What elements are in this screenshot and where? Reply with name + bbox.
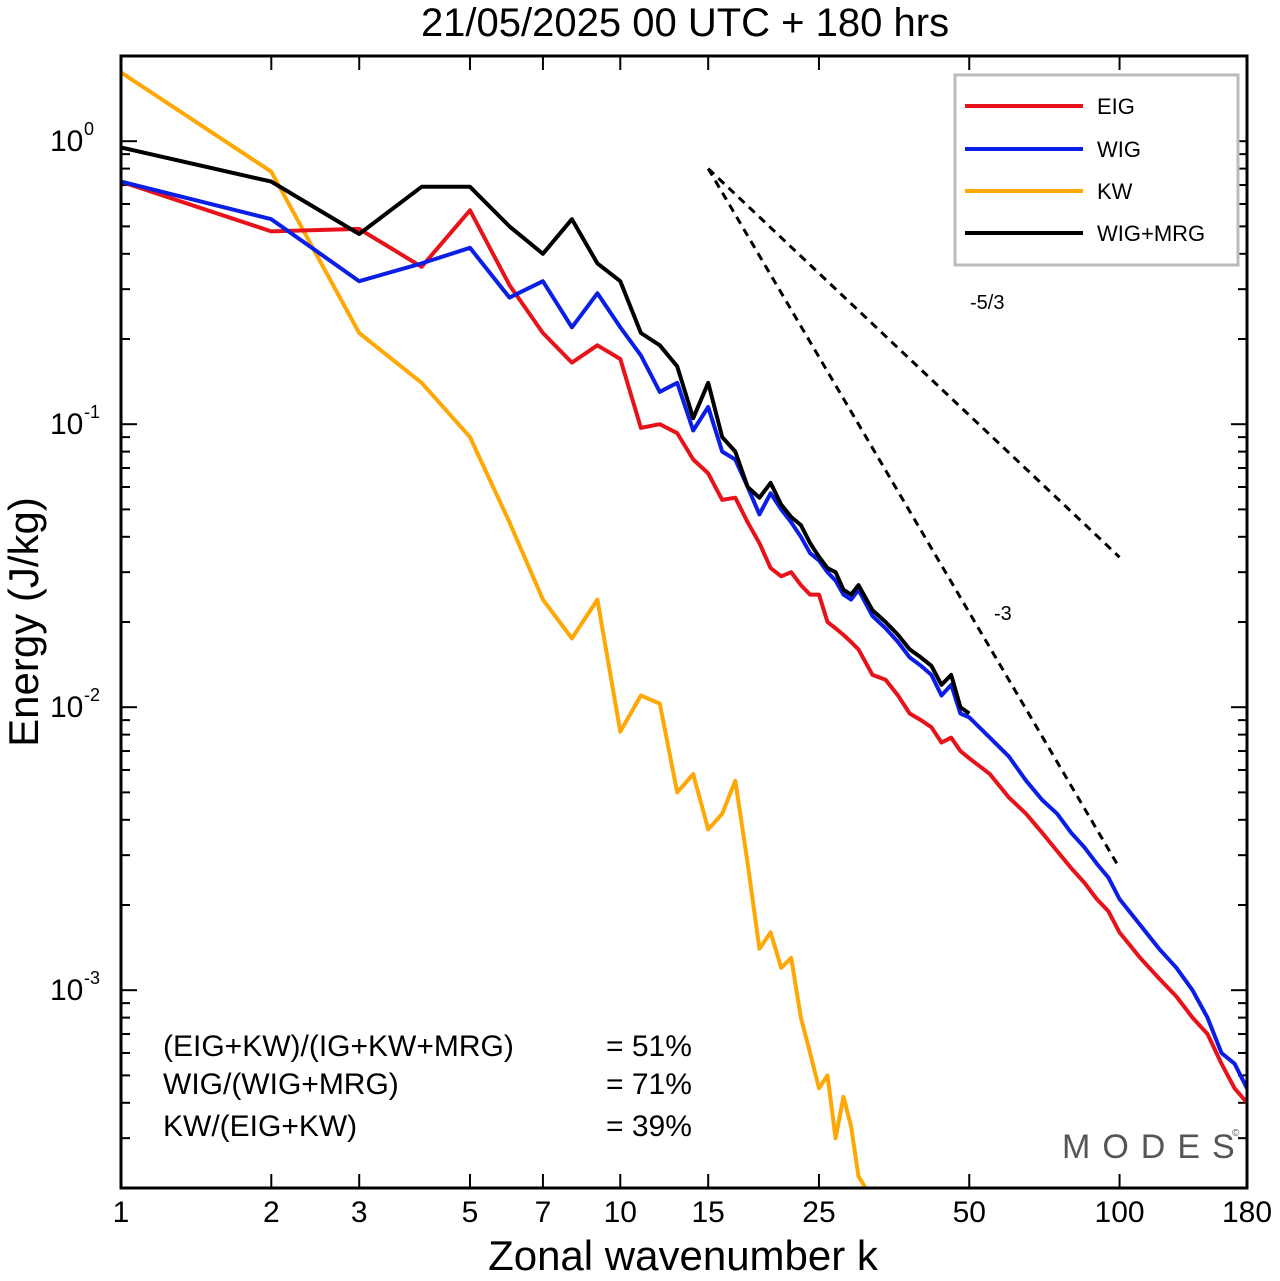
legend-label-wig: WIG xyxy=(1097,137,1141,162)
ratio-label-1: (EIG+KW)/(IG+KW+MRG) xyxy=(163,1030,514,1063)
series-line-eig xyxy=(121,179,1247,1105)
ratio-value-3: = 39% xyxy=(606,1110,692,1143)
x-axis-label: Zonal wavenumber k xyxy=(488,1232,879,1279)
y-tick-label-exp-1: -1 xyxy=(84,402,100,422)
y-tick-label-base-3: 10 xyxy=(50,974,83,1007)
x-tick-label-1: 1 xyxy=(113,1196,130,1229)
x-tick-label-2: 2 xyxy=(263,1196,280,1229)
slope-line-3 xyxy=(706,167,1121,869)
y-tick-label-base-1: 10 xyxy=(50,408,83,441)
y-tick-label-exp-3: -3 xyxy=(84,968,100,988)
ratio-block: (EIG+KW)/(IG+KW+MRG) = 51% WIG/(WIG+MRG)… xyxy=(163,1030,692,1143)
y-axis-label: Energy (J/kg) xyxy=(0,497,47,747)
x-tick-label-3: 3 xyxy=(351,1196,368,1229)
slope-line-5-3 xyxy=(707,167,1121,559)
reference-slopes: -5/3 -3 xyxy=(706,167,1121,869)
copyright-mark: © xyxy=(1232,1128,1240,1139)
legend-label-kw: KW xyxy=(1097,179,1133,204)
x-tick-label-180: 180 xyxy=(1222,1196,1272,1229)
x-tick-label-25: 25 xyxy=(802,1196,835,1229)
slope-label-3: -3 xyxy=(994,603,1012,625)
ratio-label-2: WIG/(WIG+MRG) xyxy=(163,1068,399,1101)
y-tick-label-base-0: 10 xyxy=(50,125,83,158)
modes-watermark: MODES xyxy=(1062,1128,1247,1166)
y-tick-label-base-2: 10 xyxy=(50,691,83,724)
series-line-wig-mrg xyxy=(121,145,971,716)
x-tick-label-5: 5 xyxy=(462,1196,479,1229)
plot-frame xyxy=(119,54,1249,1190)
x-tick-label-7: 7 xyxy=(535,1196,552,1229)
ratio-label-3: KW/(EIG+KW) xyxy=(163,1110,357,1143)
series-layer xyxy=(121,70,1247,1188)
series-line-kw xyxy=(121,70,868,1188)
y-tick-label-exp-2: -2 xyxy=(84,685,100,705)
slope-label-5-3: -5/3 xyxy=(970,292,1004,314)
x-tick-label-15: 15 xyxy=(692,1196,725,1229)
series-line-wig xyxy=(121,179,1247,1090)
x-tick-label-10: 10 xyxy=(604,1196,637,1229)
legend-label-eig: EIG xyxy=(1097,94,1135,119)
legend: EIG WIG KW WIG+MRG xyxy=(953,73,1240,267)
legend-label-wig-mrg: WIG+MRG xyxy=(1097,221,1205,246)
x-tick-label-50: 50 xyxy=(953,1196,986,1229)
x-tick-label-100: 100 xyxy=(1095,1196,1145,1229)
ratio-value-1: = 51% xyxy=(606,1030,692,1063)
chart-title: 21/05/2025 00 UTC + 180 hrs xyxy=(421,1,949,45)
ratio-value-2: = 71% xyxy=(606,1068,692,1101)
y-tick-label-exp-0: 0 xyxy=(84,119,94,139)
